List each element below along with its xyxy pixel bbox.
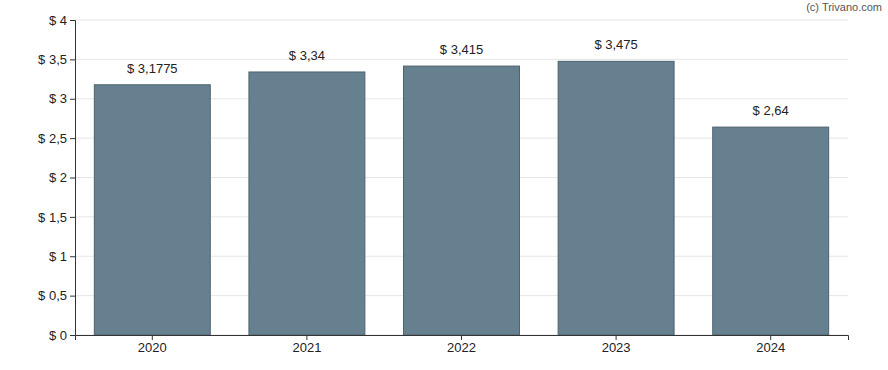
y-tick-label: $ 3,5 bbox=[38, 52, 67, 67]
y-tick-label: $ 4 bbox=[49, 13, 67, 28]
y-tick: $ 2,5 bbox=[38, 131, 75, 146]
data-label: $ 3,475 bbox=[594, 37, 637, 52]
grid bbox=[75, 20, 848, 335]
plot: $ 3,1775$ 3,34$ 3,415$ 3,475$ 2,64$ 0$ 0… bbox=[38, 13, 848, 356]
bars bbox=[94, 61, 828, 335]
grid-line bbox=[75, 20, 848, 21]
x-tick-label: 2022 bbox=[447, 340, 476, 355]
x-tick: 2023 bbox=[602, 335, 631, 355]
bar bbox=[404, 66, 520, 335]
y-tick-mark bbox=[70, 296, 75, 297]
data-label: $ 2,64 bbox=[753, 103, 789, 118]
data-label: $ 3,415 bbox=[440, 42, 483, 57]
y-axis-line bbox=[70, 21, 76, 336]
y-tick: $ 4 bbox=[49, 13, 75, 28]
y-tick: $ 2 bbox=[49, 170, 75, 185]
x-tick: 2020 bbox=[138, 335, 167, 355]
y-tick-mark bbox=[70, 256, 75, 257]
x-axis: 2020 2021 2022 2023 2024 bbox=[76, 335, 849, 355]
bar bbox=[558, 61, 674, 335]
y-tick: $ 1 bbox=[49, 249, 75, 264]
bar bbox=[94, 85, 210, 335]
annotations: (c) Trivano.com bbox=[806, 1, 882, 13]
y-tick-mark bbox=[70, 99, 75, 100]
bar bbox=[713, 127, 829, 335]
bar bbox=[249, 72, 365, 335]
y-tick: $ 3 bbox=[49, 91, 75, 106]
data-label: $ 3,34 bbox=[289, 48, 325, 63]
x-tick-label: 2023 bbox=[602, 340, 631, 355]
y-tick-mark bbox=[70, 335, 75, 336]
grid-line bbox=[75, 59, 848, 60]
y-tick-label: $ 3 bbox=[49, 91, 67, 106]
x-tick-label: 2021 bbox=[292, 340, 321, 355]
x-tick: 2021 bbox=[292, 335, 321, 355]
y-tick-mark bbox=[70, 20, 75, 21]
data-label: $ 3,1775 bbox=[127, 61, 178, 76]
annotation: (c) Trivano.com bbox=[806, 1, 882, 13]
x-tick: 2024 bbox=[756, 335, 785, 355]
y-tick-label: $ 2 bbox=[49, 170, 67, 185]
chart: $ 3,1775$ 3,34$ 3,415$ 3,475$ 2,64$ 0$ 0… bbox=[0, 0, 888, 370]
y-tick-mark bbox=[70, 138, 75, 139]
y-tick-mark bbox=[70, 217, 75, 218]
y-tick-mark bbox=[70, 178, 75, 179]
x-tick-label: 2024 bbox=[756, 340, 785, 355]
y-tick: $ 3,5 bbox=[38, 52, 75, 67]
y-tick-label: $ 1,5 bbox=[38, 210, 67, 225]
y-tick-mark bbox=[70, 59, 75, 60]
data-labels: $ 3,1775 $ 3,34 $ 3,415 $ 3,475 $ 2,64 bbox=[127, 37, 789, 118]
y-tick-label: $ 0 bbox=[49, 328, 67, 343]
y-tick-label: $ 2,5 bbox=[38, 131, 67, 146]
y-tick-label: $ 0,5 bbox=[38, 288, 67, 303]
x-tick-label: 2020 bbox=[138, 340, 167, 355]
y-tick: $ 0 bbox=[49, 328, 75, 343]
y-tick: $ 0,5 bbox=[38, 288, 75, 303]
y-tick: $ 1,5 bbox=[38, 210, 75, 225]
y-axis: $ 0 $ 0,5 $ 1 $ 1,5 $ 2 $ 2,5 $ 3 $ 3,5 $ 4 bbox=[38, 13, 75, 343]
y-tick-label: $ 1 bbox=[49, 249, 67, 264]
x-tick: 2022 bbox=[447, 335, 476, 355]
